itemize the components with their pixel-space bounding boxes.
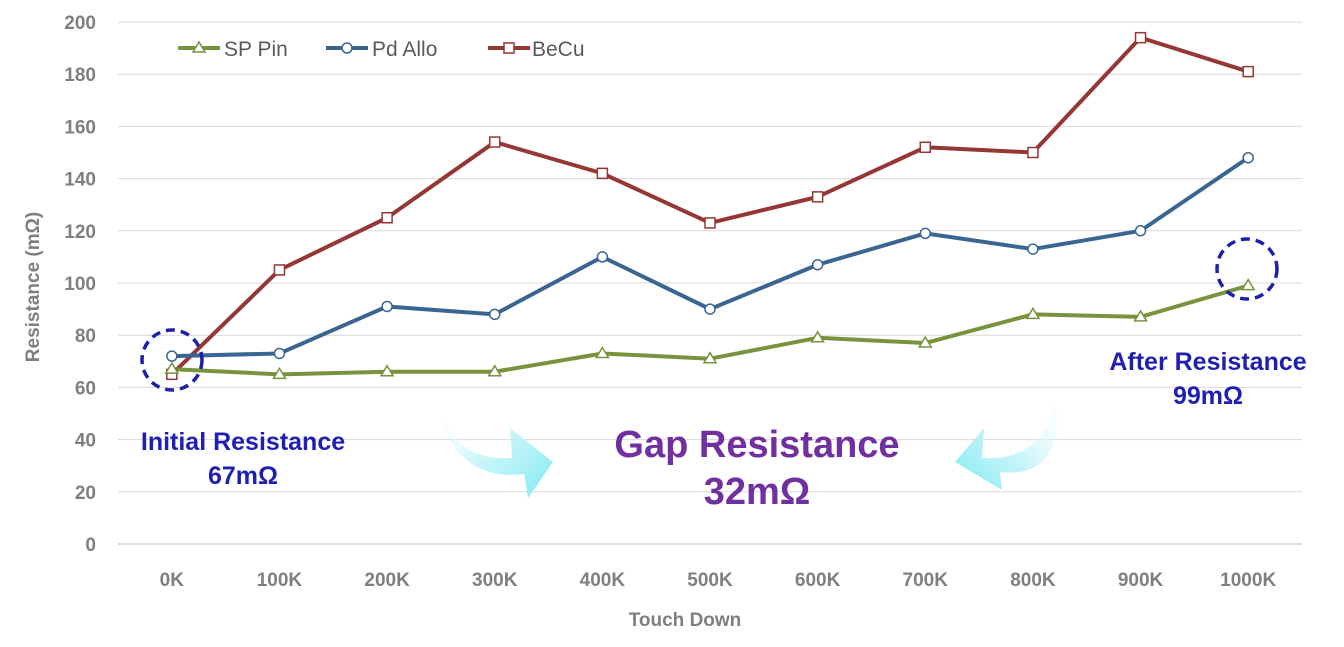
- y-tick-label: 160: [64, 117, 96, 138]
- series-line-pd-allo: [169, 155, 1251, 359]
- x-tick-label: 400K: [580, 570, 626, 591]
- x-axis-ticks: 0K 100K 200K 300K 400K 500K 600K 700K 800K 900K 10…: [160, 570, 1277, 591]
- data-point-pd-allo: [704, 303, 716, 315]
- x-tick-label: 700K: [903, 570, 949, 591]
- data-point-pd-allo: [381, 300, 393, 313]
- legend-item-sp-pin: SP Pin: [178, 38, 288, 61]
- gap-resistance-value: 32mΩ: [704, 471, 811, 513]
- legend-item-becu: BeCu: [488, 38, 585, 61]
- data-point-sp-pin: [702, 351, 718, 364]
- data-point-pd-allo: [1134, 225, 1147, 237]
- after-resistance-value: 99mΩ: [1173, 382, 1243, 410]
- data-point-pd-allo: [1027, 243, 1039, 255]
- data-point-sp-pin: [1133, 309, 1148, 322]
- x-tick-label: 300K: [472, 570, 518, 591]
- after-resistance-label: After Resistance: [1109, 348, 1306, 376]
- legend-label-sp-pin: SP Pin: [224, 38, 288, 61]
- data-point-becu: [596, 167, 609, 180]
- data-point-becu: [1134, 31, 1147, 44]
- series-lines: [169, 35, 1251, 377]
- data-point-pd-allo: [273, 347, 286, 360]
- y-tick-label: 40: [75, 431, 96, 452]
- y-tick-label: 20: [75, 483, 96, 504]
- x-tick-label: 1000K: [1220, 570, 1276, 591]
- data-point-sp-pin: [1025, 306, 1041, 320]
- initial-resistance-value: 67mΩ: [208, 462, 278, 490]
- x-tick-label: 900K: [1118, 570, 1164, 591]
- data-point-pd-allo: [919, 227, 932, 240]
- data-point-pd-allo: [488, 308, 501, 321]
- legend-label-becu: BeCu: [532, 38, 585, 61]
- initial-resistance-label: Initial Resistance: [141, 428, 345, 456]
- x-tick-label: 800K: [1010, 570, 1056, 591]
- data-point-becu: [1242, 65, 1254, 78]
- y-tick-label: 200: [64, 13, 96, 34]
- data-point-sp-pin: [379, 364, 395, 377]
- legend: SP Pin Pd Allo BeCu: [178, 38, 585, 61]
- y-tick-label: 60: [75, 378, 96, 399]
- x-tick-label: 100K: [257, 570, 303, 591]
- initial-highlight-circle: [140, 328, 204, 392]
- data-point-sp-pin: [164, 361, 180, 374]
- y-tick-label: 80: [75, 326, 96, 347]
- data-point-becu: [811, 191, 824, 203]
- data-point-sp-pin: [1240, 278, 1256, 291]
- data-point-becu: [488, 136, 501, 148]
- y-tick-label: 120: [64, 222, 96, 243]
- data-point-becu: [273, 264, 286, 276]
- x-axis-title: Touch Down: [629, 610, 742, 631]
- y-tick-label: 180: [64, 65, 96, 86]
- x-tick-label: 0K: [160, 570, 185, 591]
- right-curved-arrow: [955, 378, 1058, 490]
- y-tick-label: 140: [64, 170, 96, 191]
- gap-resistance-label: Gap Resistance: [614, 424, 899, 466]
- left-curved-arrow: [439, 378, 553, 498]
- y-axis-ticks: 0 20 40 60 80 100 120 140 160 180 200: [64, 13, 96, 556]
- data-point-sp-pin: [810, 330, 825, 343]
- legend-label-pd-allo: Pd Allo: [372, 38, 437, 61]
- series-line-becu: [169, 35, 1251, 377]
- x-tick-label: 600K: [795, 570, 841, 591]
- data-point-sp-pin: [595, 346, 610, 359]
- after-highlight-circle: [1215, 237, 1279, 301]
- data-point-pd-allo: [811, 258, 824, 271]
- data-point-sp-pin: [487, 364, 503, 377]
- series-markers: [164, 31, 1256, 381]
- x-tick-label: 200K: [364, 570, 410, 591]
- data-point-becu: [1027, 146, 1039, 159]
- data-point-pd-allo: [1242, 151, 1254, 164]
- data-point-sp-pin: [917, 335, 933, 348]
- data-point-becu: [704, 217, 716, 229]
- data-point-sp-pin: [272, 366, 287, 380]
- y-tick-label: 0: [85, 535, 96, 556]
- data-point-becu: [919, 141, 932, 154]
- data-point-becu: [381, 212, 393, 224]
- legend-item-pd-allo: Pd Allo: [326, 38, 437, 61]
- y-tick-label: 100: [64, 274, 96, 295]
- data-point-pd-allo: [596, 251, 609, 263]
- data-point-pd-allo: [166, 350, 178, 362]
- x-tick-label: 500K: [687, 570, 733, 591]
- y-axis-title: Resistance (mΩ): [23, 212, 44, 362]
